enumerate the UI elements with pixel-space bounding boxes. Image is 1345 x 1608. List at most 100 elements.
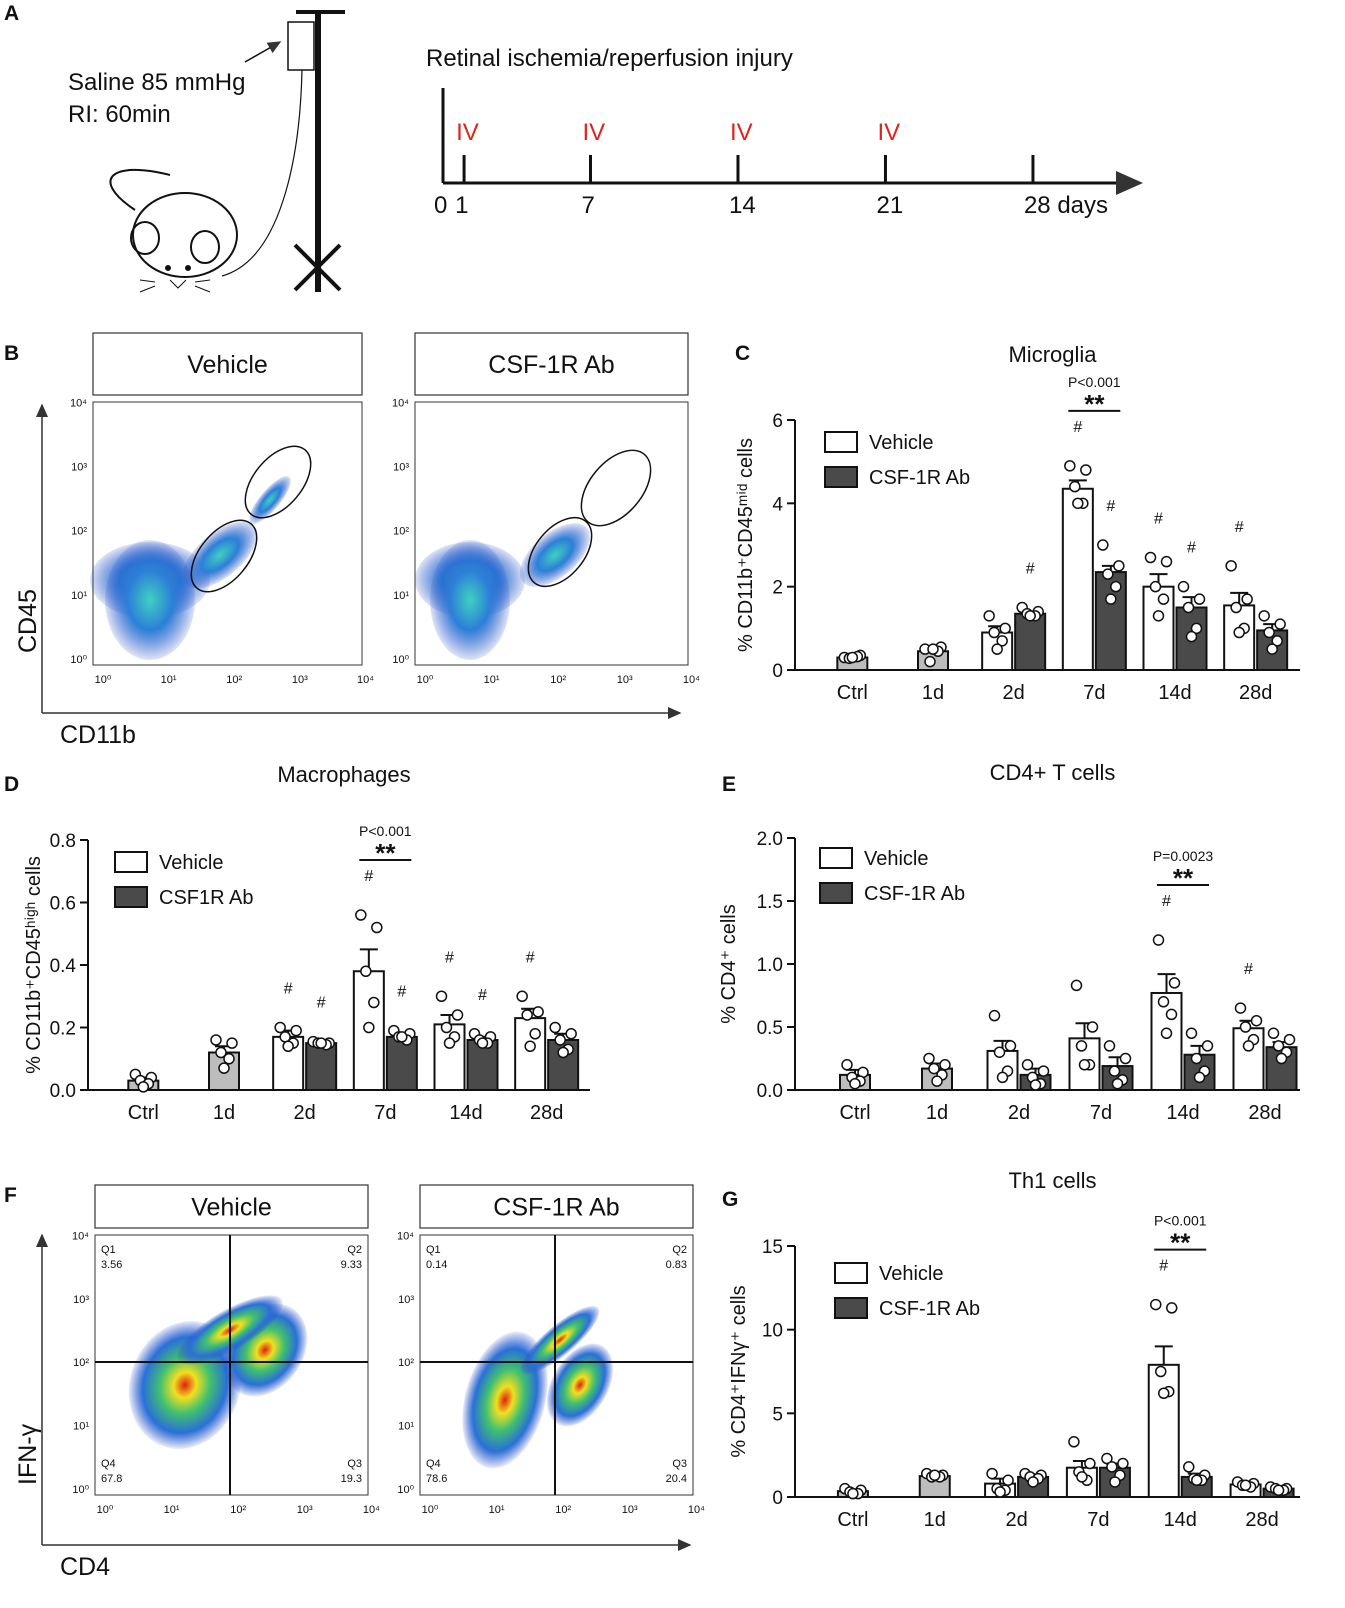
quadrant-value: 78.6 [426,1473,447,1485]
data-point [1108,1065,1121,1077]
x-tick-label: 10⁴ [683,674,700,686]
x-tick-label: 10² [550,674,566,686]
x-tick-label: 28d [530,1102,563,1124]
data-point [368,996,380,1009]
x-tick-label: 2d [1005,1509,1027,1531]
significance-flag: # [284,981,293,998]
data-point [355,909,367,921]
y-tick-label: 0.8 [50,831,76,852]
density-cloud [519,523,591,587]
injection-label: IV [877,119,900,146]
x-tick-label: 10³ [292,674,308,686]
bar [514,1017,547,1091]
data-point [996,635,1008,647]
data-point [524,1040,536,1052]
x-tick-label: 2d [1008,1102,1030,1124]
data-point [1150,1298,1162,1311]
plot-frame [419,1234,694,1496]
gate [244,445,312,519]
data-point [274,1021,286,1034]
data-point [1084,1457,1096,1470]
data-point [1241,593,1253,605]
x-tick-label: 10⁴ [688,1504,705,1516]
data-point [1064,460,1076,472]
data-point [1234,1002,1247,1014]
data-point [1075,1040,1088,1052]
data-point [846,651,859,664]
density-cloud [430,540,510,660]
quadrant-name: Q2 [347,1244,362,1256]
quadrant-value: 19.3 [341,1473,362,1485]
data-point [993,1046,1006,1058]
data-point [1160,555,1173,568]
density-cloud [105,540,195,660]
legend-swatch [114,851,148,873]
data-point [1165,1008,1178,1021]
legend-swatch [819,847,853,869]
quadrant-value: 0.14 [426,1259,447,1271]
data-point [994,1486,1006,1498]
data-point [210,1034,222,1046]
legend-label: CSF-1R Ab [879,1298,980,1320]
data-point [440,1021,453,1034]
significance-flag: # [397,984,406,1001]
y-tick-label: 0.0 [50,1081,76,1102]
panel-label: E [722,773,736,796]
x-axis-label: CD11b [60,721,136,749]
data-point [1105,593,1117,605]
data-point [996,1071,1009,1084]
quadrant-name: Q1 [426,1244,441,1256]
x-tick-label: 10⁰ [417,674,434,686]
timeline-tick-label: 1 [455,192,468,219]
data-point [1239,1021,1252,1033]
data-point [223,1053,235,1065]
x-tick-label: 10⁰ [97,1504,114,1516]
legend-swatch [824,466,858,488]
data-point [549,1021,561,1034]
data-point [396,1031,408,1043]
y-tick-label: 10⁰ [392,654,409,666]
quadrant-name: Q1 [101,1244,116,1256]
y-tick-label: 0.6 [50,894,76,915]
p-value: P=0.0023 [1153,848,1214,864]
legend-label: Vehicle [864,848,929,870]
significance-flag: # [1235,519,1244,536]
y-tick-label: 10² [393,526,409,538]
data-point [1177,580,1190,593]
data-point [924,655,936,668]
data-point [1185,630,1198,643]
quadrant-name: Q2 [672,1244,687,1256]
significance-flag: # [1106,498,1115,515]
data-point [1004,1040,1017,1052]
y-tick-label: 10¹ [71,590,87,602]
x-tick-label: 28d [1248,1102,1281,1124]
data-point [521,1009,533,1021]
data-point [516,990,528,1002]
data-point [1070,979,1083,992]
density-cloud [546,1343,614,1427]
timeline-tick-label: 14 [729,192,756,219]
significance-stars: ** [1084,389,1105,419]
significance-flag: # [1026,561,1035,578]
x-tick-label: 1d [926,1102,948,1124]
plot-header-box [92,332,363,396]
injection-label: IV [456,119,479,146]
y-tick-label: 0 [772,661,783,682]
y-tick-label: 0.5 [757,1018,783,1039]
timeline-title: Retinal ischemia/reperfusion injury [426,45,793,72]
legend-label: CSF1R Ab [159,887,253,909]
y-axis-label: CD45 [14,589,42,653]
data-point [1272,1040,1285,1052]
data-point [1086,1021,1099,1033]
data-point [999,622,1011,635]
data-point [1193,1071,1206,1084]
y-tick-label: 10³ [71,462,87,474]
significance-flag: # [1154,511,1163,528]
quadrant-value: 67.8 [101,1473,122,1485]
data-point [1225,560,1237,572]
y-tick-label: 5 [772,1404,783,1425]
gate [190,519,258,593]
significance-flag: # [364,868,373,885]
y-tick-label: 10⁰ [72,1484,89,1496]
